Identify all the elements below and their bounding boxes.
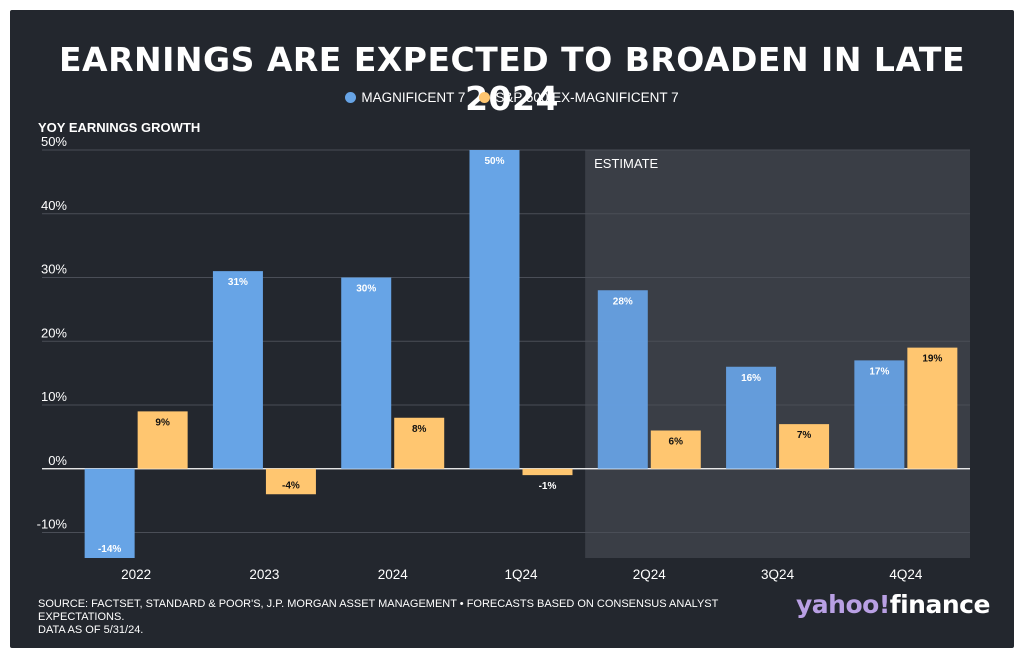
source-note: SOURCE: FACTSET, STANDARD & POOR'S, J.P.… — [38, 598, 798, 637]
y-tick-label: 40% — [41, 198, 67, 213]
bar-magnificent-7-4q24 — [854, 360, 905, 469]
chart-frame: EARNINGS ARE EXPECTED TO BROADEN IN LATE… — [10, 10, 1014, 648]
source-text: SOURCE: FACTSET, STANDARD & POOR'S, J.P.… — [38, 598, 719, 623]
data-label: 30% — [356, 284, 376, 295]
bar-magnificent-7-2022 — [84, 468, 135, 558]
bar-sp500-ex-mag7-2023 — [265, 468, 316, 495]
estimate-shading — [585, 150, 970, 558]
bar-sp500-ex-mag7-2q24 — [650, 430, 701, 469]
data-label: 6% — [669, 437, 684, 448]
bar-magnificent-7-2q24 — [597, 290, 648, 469]
data-label: -1% — [539, 481, 557, 492]
data-label: 50% — [484, 156, 504, 167]
x-tick-label: 3Q24 — [761, 567, 795, 582]
data-label: 16% — [741, 373, 761, 384]
data-label: 9% — [155, 417, 170, 428]
y-tick-label: 0% — [48, 453, 67, 468]
data-label: 17% — [869, 366, 889, 377]
legend-label-magnificent-7: MAGNIFICENT 7 — [361, 90, 466, 105]
bar-sp500-ex-mag7-2022 — [137, 411, 188, 469]
legend-label-sp500-ex-mag7: S&P 500 EX-MAGNIFICENT 7 — [495, 90, 679, 105]
data-label: 19% — [922, 354, 942, 365]
legend-item-magnificent-7: MAGNIFICENT 7 — [345, 90, 465, 105]
bar-sp500-ex-mag7-2024 — [394, 417, 445, 469]
legend-swatch-magnificent-7 — [345, 92, 357, 103]
legend-item-sp500-ex-mag7: S&P 500 EX-MAGNIFICENT 7 — [479, 90, 679, 105]
yahoo-finance-logo: yahoo!finance — [796, 590, 990, 619]
y-tick-label: -10% — [37, 517, 68, 532]
bar-magnificent-7-2023 — [212, 271, 263, 469]
bar-sp500-ex-mag7-1q24 — [522, 468, 573, 476]
x-tick-label: 2022 — [121, 567, 151, 582]
x-tick-label: 2024 — [378, 567, 409, 582]
data-label: 8% — [412, 424, 427, 435]
y-tick-label: 50% — [41, 134, 67, 149]
legend: MAGNIFICENT 7 S&P 500 EX-MAGNIFICENT 7 — [10, 90, 1014, 105]
data-label: 31% — [228, 277, 248, 288]
legend-swatch-sp500-ex-mag7 — [479, 92, 491, 103]
estimate-label: ESTIMATE — [594, 156, 658, 171]
chart-title: EARNINGS ARE EXPECTED TO BROADEN IN LATE… — [58, 40, 965, 118]
bar-sp500-ex-mag7-4q24 — [907, 347, 958, 469]
data-label: 7% — [797, 430, 812, 441]
data-label: 28% — [613, 296, 633, 307]
bar-sp500-ex-mag7-3q24 — [779, 424, 830, 469]
x-tick-label: 2Q24 — [633, 567, 667, 582]
as-of-text: DATA AS OF 5/31/24. — [38, 624, 144, 636]
data-label: -4% — [282, 480, 300, 491]
x-tick-label: 4Q24 — [889, 567, 923, 582]
bar-magnificent-7-2024 — [341, 277, 392, 469]
bar-chart: ESTIMATE -10% 0% 10% 20% 30% 40% 50% -14% 9% 2022 3… — [37, 134, 970, 582]
x-tick-label: 1Q24 — [504, 567, 538, 582]
y-tick-label: 20% — [41, 325, 67, 340]
y-axis-title: YOY EARNINGS GROWTH — [38, 120, 201, 135]
data-label: -14% — [98, 544, 121, 555]
bar-magnificent-7-1q24 — [469, 150, 520, 469]
y-tick-label: 30% — [41, 262, 67, 277]
bar-magnificent-7-3q24 — [726, 366, 777, 469]
y-tick-label: 10% — [41, 389, 67, 404]
x-tick-label: 2023 — [249, 567, 279, 582]
